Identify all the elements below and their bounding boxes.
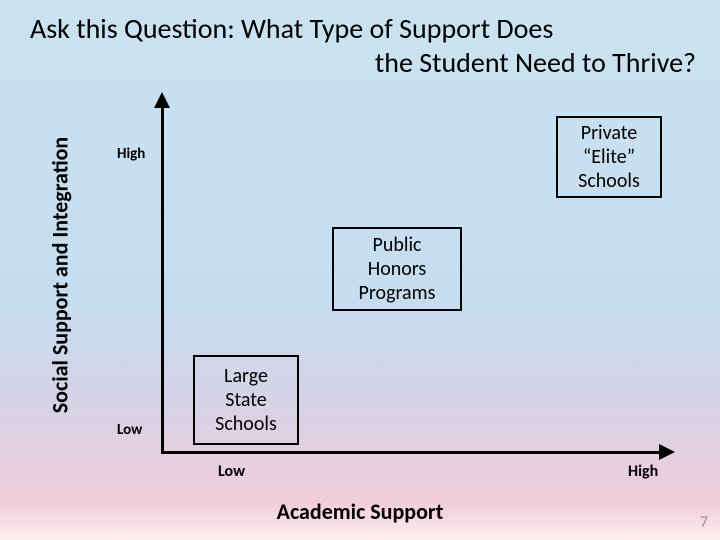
y-tick-low: Low (117, 421, 142, 439)
box-private-elite-schools: Private “Elite” Schools (556, 116, 662, 198)
title-line-1: Ask this Question: What Type of Support … (30, 12, 702, 46)
x-axis-arrow (161, 451, 661, 454)
page-number: 7 (700, 513, 708, 532)
x-axis-label: Academic Support (0, 498, 720, 525)
box-public-honors-programs: Public Honors Programs (332, 227, 462, 311)
slide-title: Ask this Question: What Type of Support … (30, 12, 702, 80)
y-axis-label: Social Support and Integration (47, 137, 74, 413)
x-tick-low: Low (218, 462, 245, 481)
y-axis-arrow (161, 106, 164, 452)
slide: Ask this Question: What Type of Support … (0, 0, 720, 540)
y-tick-high: High (117, 145, 145, 163)
title-line-2: the Student Need to Thrive? (30, 46, 702, 80)
x-tick-high: High (628, 462, 658, 481)
box-large-state-schools: Large State Schools (193, 355, 299, 445)
